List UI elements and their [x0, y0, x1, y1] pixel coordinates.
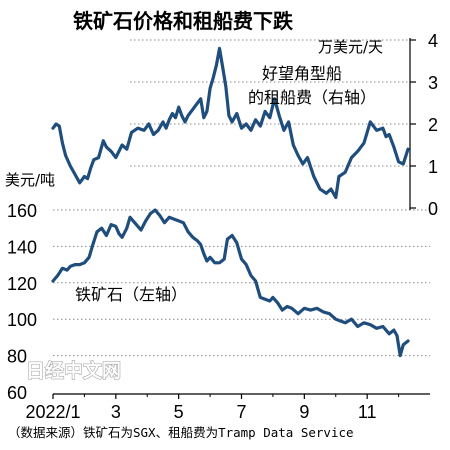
right-tick-label: 0	[428, 199, 438, 219]
x-tick-label: 11	[358, 402, 377, 422]
series-label-iron-ore: 铁矿石（左轴）	[75, 285, 187, 304]
series-label-charter-line-1: 好望角型船	[262, 64, 342, 83]
x-tick-label: 9	[299, 402, 309, 422]
source-note: （数据来源）铁矿石为SGX、租船费为Tramp Data Service	[8, 425, 354, 440]
axis-layer: 0 1 2 3 4 60 80 100 120 140 160 2022/1 3 5 7 9 11	[7, 31, 438, 422]
left-tick-label: 160	[7, 201, 37, 221]
series-layer	[51, 46, 410, 358]
x-tick-label: 3	[111, 402, 121, 422]
right-tick-label: 1	[428, 157, 438, 177]
series-label-charter-line-2: 的租船费（右轴）	[248, 88, 376, 107]
chart-title: 铁矿石价格和租船费下跌	[73, 9, 294, 33]
x-tick-label: 7	[236, 402, 246, 422]
grid-layer	[53, 39, 430, 357]
right-tick-label: 2	[428, 115, 438, 135]
right-axis-unit: 万美元/天	[318, 38, 383, 56]
watermark: 日经中文网	[26, 359, 121, 382]
capesize-charter-series-line	[51, 46, 410, 200]
right-tick-label: 4	[428, 31, 438, 51]
x-tick-label: 2022/1	[25, 402, 80, 422]
left-tick-label: 60	[7, 383, 27, 403]
left-tick-label: 120	[7, 274, 37, 294]
left-tick-label: 100	[7, 310, 37, 330]
left-axis-unit: 美元/吨	[5, 171, 55, 189]
left-tick-label: 140	[7, 237, 37, 257]
iron-ore-series-line	[51, 208, 410, 358]
x-tick-label: 5	[174, 402, 184, 422]
left-tick-label: 80	[7, 347, 27, 367]
right-tick-label: 3	[428, 73, 438, 93]
